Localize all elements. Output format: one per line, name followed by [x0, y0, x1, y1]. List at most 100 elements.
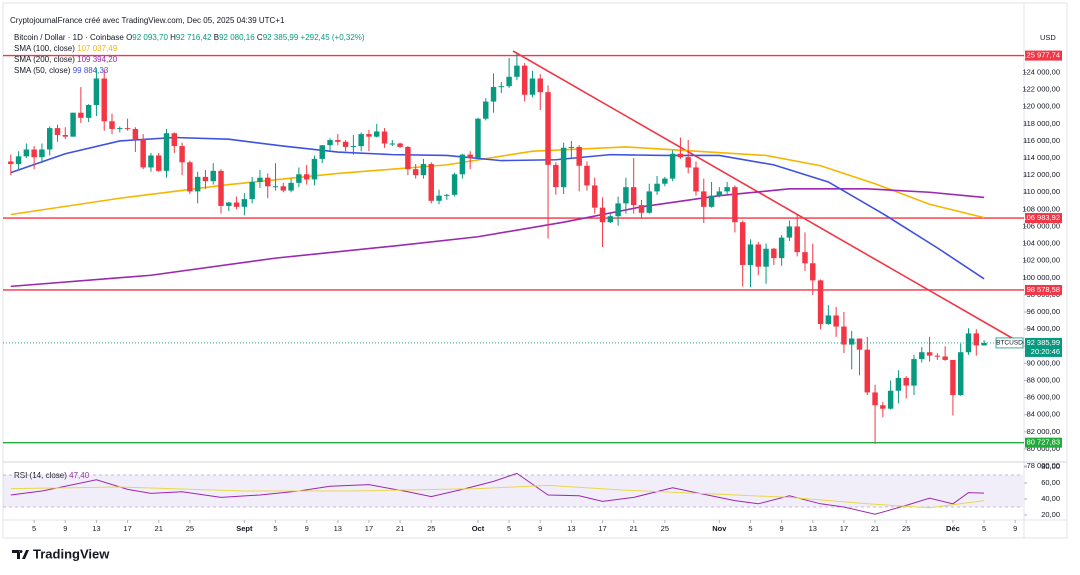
candle-body — [23, 149, 30, 157]
candle-body — [957, 352, 964, 395]
candle-body — [685, 157, 691, 168]
x-tick-label: 13 — [334, 524, 342, 533]
y-tick-label: 82 000,00 — [1027, 427, 1060, 436]
frame — [2, 2, 1068, 539]
x-tick-label: 5 — [32, 524, 36, 533]
candle-body — [15, 156, 22, 165]
x-tick-label: Sept — [236, 524, 253, 533]
candle-body — [817, 280, 824, 324]
candle-body — [93, 78, 100, 106]
candle-body — [560, 147, 567, 188]
last-price-badge — [1025, 337, 1062, 357]
candle-body — [973, 333, 980, 346]
candle-body — [662, 178, 668, 184]
candle-body — [529, 78, 536, 95]
last-price-symbol-badge — [995, 337, 1024, 349]
level-label: 80 727,83 — [1027, 438, 1060, 447]
candle-body — [218, 170, 224, 206]
x-tick-label: 17 — [840, 524, 848, 533]
y-tick-label: 90 000,00 — [1027, 358, 1060, 367]
candle-body — [880, 405, 886, 409]
x-tick-label: 25 — [186, 524, 194, 533]
candle-body — [856, 338, 863, 350]
last-price-symbol: BTCUSD — [996, 340, 1023, 347]
candle-body — [669, 153, 676, 179]
last-price-label: 92 385,99 — [1027, 338, 1060, 347]
indicator-name: SMA (100, close) — [14, 44, 75, 53]
level-badge — [1025, 50, 1062, 61]
y-tick-label: 96 000,00 — [1027, 307, 1060, 316]
x-tick-label: 5 — [982, 524, 986, 533]
y-tick-label: 80 000,00 — [1027, 444, 1060, 453]
moving-average — [10, 146, 985, 219]
x-tick-label: 25 — [902, 524, 910, 533]
rsi-value: 47,40 — [69, 471, 90, 480]
candle-body — [350, 146, 357, 148]
candle-body — [475, 118, 481, 159]
candle-body — [366, 134, 372, 137]
candle-body — [31, 149, 37, 158]
candle-body — [755, 244, 761, 267]
candle-body — [537, 78, 543, 93]
countdown: 20:20:46 — [1031, 347, 1060, 356]
indicator-name: SMA (200, close) — [14, 55, 75, 64]
x-tick-label: 5 — [507, 524, 511, 533]
candle-body — [576, 146, 582, 166]
candle-body — [280, 186, 287, 191]
candle-body — [171, 133, 178, 147]
ohlc-value: 92 716,42 — [176, 33, 212, 42]
x-tick-label: 9 — [63, 524, 67, 533]
indicator-value: 107 037,49 — [77, 44, 118, 53]
candle-body — [895, 377, 902, 391]
candle-body — [296, 174, 302, 183]
candle-body — [459, 154, 466, 175]
candle-body — [483, 101, 489, 119]
indicator-legend: SMA (50, close) 99 884,33 — [14, 66, 109, 75]
x-tick-label: 21 — [630, 524, 638, 533]
level-label: 125 977,74 — [1022, 51, 1060, 60]
candle-body — [303, 174, 310, 180]
candle-body — [62, 134, 69, 137]
candle-body — [739, 222, 746, 265]
x-tick-label: Oct — [472, 524, 485, 533]
y-tick-label: 124 000,00 — [1022, 67, 1060, 76]
x-tick-label: 13 — [92, 524, 100, 533]
logo: TradingView — [12, 546, 110, 561]
candle-body — [615, 203, 621, 217]
candle-body — [763, 248, 769, 267]
candle-body — [654, 183, 660, 192]
candle-body — [506, 76, 512, 87]
candle-body — [140, 139, 146, 168]
candle-body — [848, 338, 855, 345]
x-tick-label: 9 — [780, 524, 784, 533]
y-tick-label: 94 000,00 — [1027, 324, 1060, 333]
candle-body — [646, 191, 652, 213]
candle-body — [981, 342, 987, 346]
x-tick-label: 21 — [871, 524, 879, 533]
x-tick-label: 5 — [748, 524, 752, 533]
candle-body — [226, 202, 232, 206]
level-label: 98 578,58 — [1027, 285, 1060, 294]
y-tick-label: 104 000,00 — [1022, 239, 1060, 248]
candle-body — [926, 352, 933, 356]
candle-body — [397, 143, 403, 147]
candle-body — [412, 169, 419, 176]
y-tick-label: 86 000,00 — [1027, 393, 1060, 402]
candle-body — [8, 161, 14, 165]
candle-body — [607, 216, 614, 223]
y-tick-label: 78 000,00 — [1027, 461, 1060, 470]
candle-body — [778, 237, 785, 259]
candle-body — [85, 105, 92, 118]
candle-body — [311, 158, 318, 180]
chart-title: CryptojournalFrance créé avec TradingVie… — [10, 16, 285, 25]
candle-body — [124, 128, 131, 130]
x-tick-label: 25 — [427, 524, 435, 533]
candle-body — [864, 349, 870, 393]
candle-body — [202, 176, 209, 182]
candle-body — [514, 65, 520, 77]
candle-body — [794, 226, 800, 253]
candle-body — [288, 182, 294, 191]
y-tick-label: 88 000,00 — [1027, 375, 1060, 384]
candle-body — [623, 187, 629, 204]
